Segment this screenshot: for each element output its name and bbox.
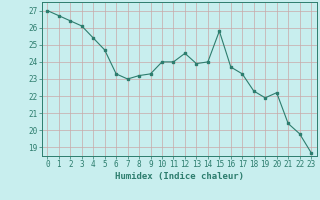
- X-axis label: Humidex (Indice chaleur): Humidex (Indice chaleur): [115, 172, 244, 181]
